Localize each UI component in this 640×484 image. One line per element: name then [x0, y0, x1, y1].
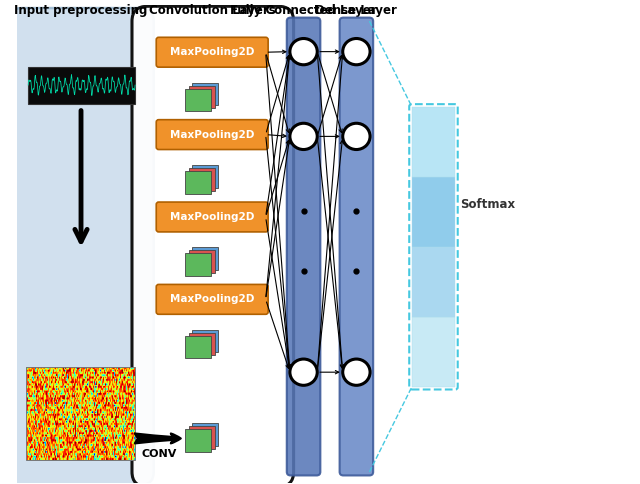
Bar — [28, 67, 135, 104]
Bar — [412, 247, 455, 317]
Circle shape — [342, 39, 370, 65]
Bar — [185, 171, 211, 194]
Bar — [185, 429, 211, 452]
FancyBboxPatch shape — [156, 37, 268, 67]
Bar — [412, 177, 455, 247]
Text: Softmax: Softmax — [460, 198, 515, 211]
Text: MaxPooling2D: MaxPooling2D — [170, 130, 254, 139]
FancyBboxPatch shape — [132, 6, 294, 484]
FancyBboxPatch shape — [156, 202, 268, 232]
Circle shape — [290, 39, 317, 65]
Bar — [26, 367, 135, 460]
Bar — [412, 317, 455, 387]
Bar — [412, 106, 455, 177]
Bar — [192, 330, 218, 352]
Circle shape — [290, 123, 317, 150]
Text: Input preprocessing: Input preprocessing — [14, 4, 148, 17]
FancyBboxPatch shape — [340, 17, 373, 475]
Bar — [192, 247, 218, 270]
Text: Dense Layer: Dense Layer — [316, 4, 397, 17]
Text: Convolution Layers: Convolution Layers — [149, 4, 276, 17]
Bar — [189, 86, 214, 108]
Text: Fully Connected Layer: Fully Connected Layer — [230, 4, 377, 17]
Bar — [192, 165, 218, 188]
Bar — [185, 336, 211, 359]
Text: CONV: CONV — [141, 449, 177, 459]
Bar — [189, 426, 214, 449]
Bar — [192, 423, 218, 446]
Circle shape — [290, 359, 317, 385]
FancyBboxPatch shape — [8, 8, 154, 484]
Bar — [185, 89, 211, 111]
Text: MaxPooling2D: MaxPooling2D — [170, 212, 254, 222]
Bar — [189, 168, 214, 191]
FancyBboxPatch shape — [287, 17, 321, 475]
Circle shape — [342, 359, 370, 385]
Bar — [185, 254, 211, 276]
Bar — [192, 83, 218, 106]
Circle shape — [342, 123, 370, 150]
FancyBboxPatch shape — [156, 120, 268, 150]
Text: MaxPooling2D: MaxPooling2D — [170, 47, 254, 57]
Bar — [189, 250, 214, 273]
Bar — [189, 333, 214, 355]
Text: MaxPooling2D: MaxPooling2D — [170, 294, 254, 304]
FancyBboxPatch shape — [156, 285, 268, 314]
